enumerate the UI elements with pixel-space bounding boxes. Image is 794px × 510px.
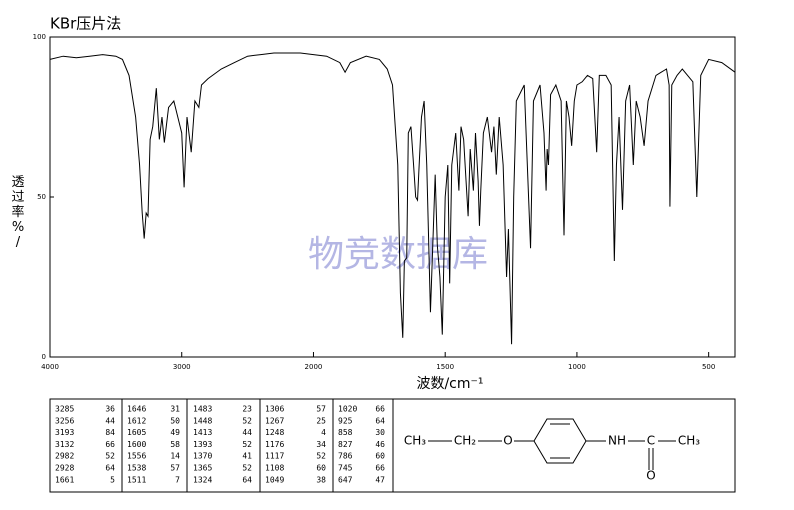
- peak-transmittance: 52: [242, 416, 252, 425]
- x-tick-label: 1500: [436, 363, 454, 371]
- peak-wavenumber: 1176: [265, 440, 284, 449]
- x-tick-label: 500: [702, 363, 715, 371]
- peak-transmittance: 47: [375, 475, 385, 484]
- peak-transmittance: 58: [170, 440, 180, 449]
- peak-transmittance: 46: [375, 440, 385, 449]
- peak-wavenumber: 1306: [265, 405, 284, 414]
- structure-label: CH₂: [454, 434, 476, 448]
- peak-wavenumber: 3285: [55, 405, 74, 414]
- peak-wavenumber: 1324: [193, 475, 212, 484]
- peak-wavenumber: 1600: [127, 440, 146, 449]
- peak-transmittance: 4: [321, 428, 326, 437]
- peak-wavenumber: 3193: [55, 428, 74, 437]
- peak-wavenumber: 1393: [193, 440, 212, 449]
- y-tick-label: 0: [42, 353, 46, 361]
- chart-title: KBr压片法: [50, 15, 121, 33]
- structure-bonds: [428, 418, 676, 470]
- x-tick-label: 1000: [568, 363, 586, 371]
- peak-transmittance: 52: [242, 440, 252, 449]
- peak-wavenumber: 1413: [193, 428, 212, 437]
- peak-transmittance: 36: [105, 405, 115, 414]
- peak-wavenumber: 1365: [193, 464, 212, 473]
- watermark: 物竞数据库: [308, 234, 488, 275]
- peak-wavenumber: 786: [338, 452, 353, 461]
- peak-transmittance: 30: [375, 428, 385, 437]
- peak-transmittance: 23: [242, 405, 252, 414]
- peak-transmittance: 49: [170, 428, 180, 437]
- peak-transmittance: 41: [242, 452, 252, 461]
- structure-label: C: [647, 434, 655, 448]
- x-tick-label: 4000: [41, 363, 59, 371]
- peak-transmittance: 52: [242, 464, 252, 473]
- peak-wavenumber: 1117: [265, 452, 284, 461]
- y-tick-label: 100: [33, 33, 46, 41]
- structure-label: O: [646, 469, 655, 483]
- x-axis-label: 波数/cm⁻¹: [416, 376, 483, 392]
- peak-transmittance: 66: [105, 440, 115, 449]
- peak-transmittance: 64: [242, 475, 252, 484]
- peak-wavenumber: 1020: [338, 405, 357, 414]
- peak-wavenumber: 745: [338, 464, 353, 473]
- peak-transmittance: 57: [170, 464, 180, 473]
- y-axis-label: 透过率% /: [11, 175, 24, 250]
- peak-wavenumber: 1448: [193, 416, 212, 425]
- peak-wavenumber: 1605: [127, 428, 146, 437]
- peak-transmittance: 38: [316, 475, 326, 484]
- peak-wavenumber: 1108: [265, 464, 284, 473]
- structure-label: NH: [608, 434, 626, 448]
- y-tick-label: 50: [37, 193, 46, 201]
- peak-wavenumber: 1556: [127, 452, 146, 461]
- peak-transmittance: 7: [175, 475, 180, 484]
- spectrum-line: [49, 52, 736, 345]
- peak-transmittance: 60: [316, 464, 326, 473]
- peak-transmittance: 44: [242, 428, 252, 437]
- peak-transmittance: 5: [110, 475, 115, 484]
- peak-wavenumber: 1370: [193, 452, 212, 461]
- table-lines: [121, 399, 394, 492]
- peak-wavenumber: 647: [338, 475, 353, 484]
- peak-wavenumber: 1646: [127, 405, 146, 414]
- peak-wavenumber: 1612: [127, 416, 146, 425]
- peak-wavenumber: 1511: [127, 475, 146, 484]
- peak-wavenumber: 2928: [55, 464, 74, 473]
- peak-transmittance: 64: [105, 464, 115, 473]
- peak-wavenumber: 925: [338, 416, 353, 425]
- peak-transmittance: 25: [316, 416, 326, 425]
- peak-wavenumber: 858: [338, 428, 353, 437]
- peak-wavenumber: 1661: [55, 475, 74, 484]
- peak-wavenumber: 3256: [55, 416, 74, 425]
- peak-transmittance: 66: [375, 405, 385, 414]
- peak-wavenumber: 827: [338, 440, 353, 449]
- peak-transmittance: 60: [375, 452, 385, 461]
- peak-wavenumber: 1483: [193, 405, 212, 414]
- peak-wavenumber: 1248: [265, 428, 284, 437]
- peak-transmittance: 14: [170, 452, 180, 461]
- structure-label: CH₃: [404, 434, 426, 448]
- peak-wavenumber: 1267: [265, 416, 284, 425]
- peak-transmittance: 31: [170, 405, 180, 414]
- x-tick-label: 2000: [305, 363, 323, 371]
- peak-transmittance: 64: [375, 416, 385, 425]
- peak-transmittance: 52: [316, 452, 326, 461]
- peak-transmittance: 57: [316, 405, 326, 414]
- peak-wavenumber: 1538: [127, 464, 146, 473]
- peak-transmittance: 66: [375, 464, 385, 473]
- peak-transmittance: 34: [316, 440, 326, 449]
- structure-label: CH₃: [678, 434, 700, 448]
- peak-transmittance: 50: [170, 416, 180, 425]
- peak-transmittance: 52: [105, 452, 115, 461]
- x-tick-label: 3000: [173, 363, 191, 371]
- peak-transmittance: 44: [105, 416, 115, 425]
- peak-wavenumber: 2982: [55, 452, 74, 461]
- peak-wavenumber: 1049: [265, 475, 284, 484]
- structure-label: O: [503, 434, 512, 448]
- peak-transmittance: 84: [105, 428, 115, 437]
- peak-wavenumber: 3132: [55, 440, 74, 449]
